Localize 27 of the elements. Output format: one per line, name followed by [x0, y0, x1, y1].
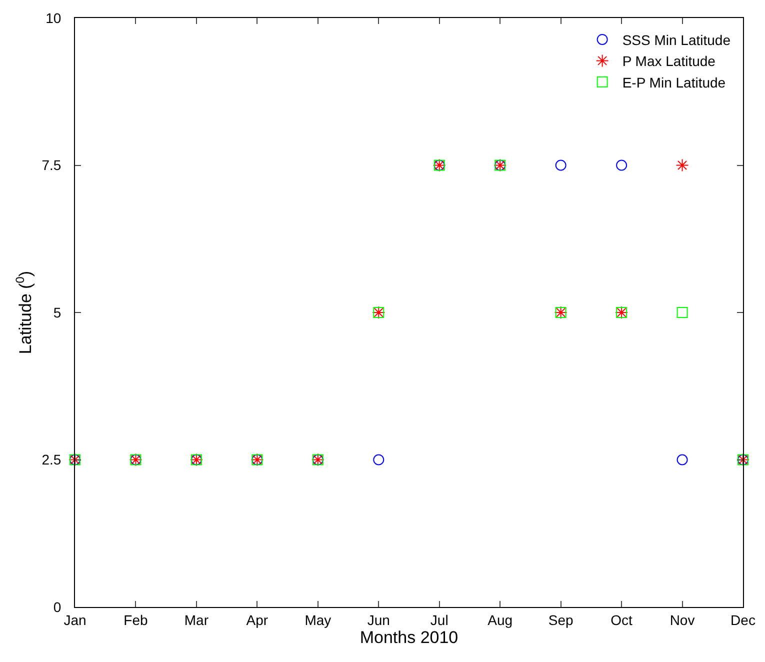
y-tick-label: 0 [53, 598, 62, 615]
x-axis-title: Months 2010 [360, 628, 458, 648]
x-tick-label: Aug [488, 612, 513, 628]
x-tick-label: Feb [124, 612, 148, 628]
point [676, 307, 688, 318]
x-tick-label: Jun [367, 612, 390, 628]
x-tick-label: Jul [430, 612, 448, 628]
y-tick-label: 7.5 [42, 157, 62, 174]
y-tick-label: 10 [46, 10, 62, 26]
legend-label: SSS Min Latitude [622, 32, 731, 48]
point [676, 158, 689, 172]
x-tick-label: Mar [184, 612, 209, 628]
legend-label: P Max Latitude [622, 53, 716, 70]
point [676, 454, 688, 466]
y-tick-label: 5 [53, 304, 62, 320]
x-tick-label: Sep [548, 612, 574, 628]
x-tick-label: Apr [246, 612, 268, 628]
x-tick-label: Oct [610, 612, 633, 628]
x-tick-label: May [304, 612, 332, 628]
x-tick-label: Dec [730, 612, 756, 628]
x-tick-label: Jan [64, 612, 86, 628]
legend-label: E-P Min Latitude [622, 74, 726, 90]
point [616, 160, 628, 171]
point [373, 454, 384, 466]
point [555, 160, 566, 171]
x-tick-label: Nov [670, 612, 695, 628]
y-tick-label: 2.5 [42, 452, 62, 468]
